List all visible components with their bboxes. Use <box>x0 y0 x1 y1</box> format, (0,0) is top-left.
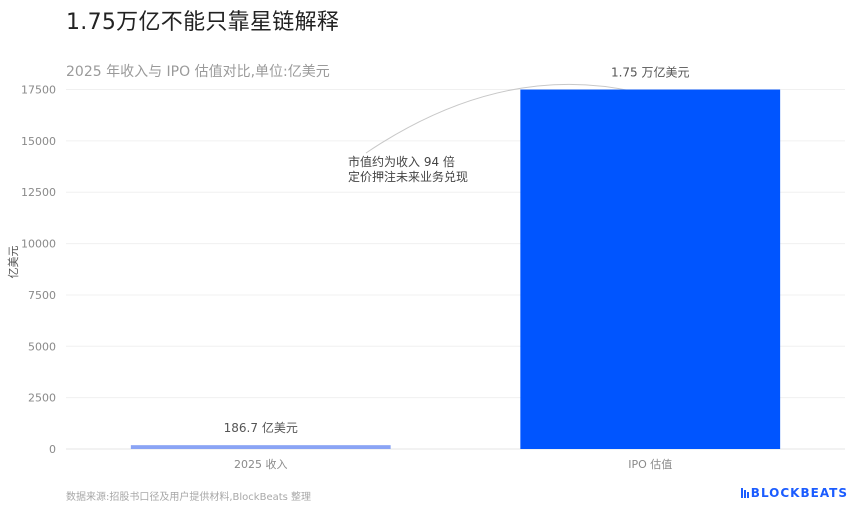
y-tick-label: 12500 <box>21 186 56 199</box>
bar-2 <box>520 89 781 450</box>
y-axis-ticks: 0 2500 5000 7500 10000 12500 15000 17500 <box>21 84 56 456</box>
bars-group: 186.7 亿美元 1.75 万亿美元 <box>130 65 781 450</box>
logo-text: BLOCKBEATS <box>750 486 848 500</box>
chart-title: 1.75万亿不能只靠星链解释 <box>66 10 340 35</box>
y-tick-label: 7500 <box>28 289 56 302</box>
y-tick-label: 0 <box>49 443 56 456</box>
y-tick-label: 17500 <box>21 84 56 97</box>
annotation-line-1: 市值约为收入 94 倍 <box>348 154 455 169</box>
blockbeats-logo: BLOCKBEATS <box>740 486 848 500</box>
source-note: 数据来源:招股书口径及用户提供材料,BlockBeats 整理 <box>66 492 312 503</box>
annotation-line-2: 定价押注未来业务兑现 <box>348 169 468 184</box>
y-tick-label: 5000 <box>28 340 56 353</box>
bar-value-label: 186.7 亿美元 <box>224 420 298 435</box>
logo-mark-icon <box>740 488 749 498</box>
bar-1 <box>130 445 391 449</box>
x-tick-label: IPO 估值 <box>628 458 672 471</box>
y-tick-label: 15000 <box>21 135 56 148</box>
chart-subtitle: 2025 年收入与 IPO 估值对比,单位:亿美元 <box>66 64 330 80</box>
annotation-arc <box>365 83 653 154</box>
x-axis-ticks: 2025 收入 IPO 估值 <box>234 457 672 471</box>
y-tick-label: 10000 <box>21 238 56 251</box>
y-tick-label: 2500 <box>28 392 56 405</box>
bar-value-label: 1.75 万亿美元 <box>611 65 690 80</box>
x-tick-label: 2025 收入 <box>234 457 288 471</box>
y-axis-label: 亿美元 <box>7 246 20 279</box>
